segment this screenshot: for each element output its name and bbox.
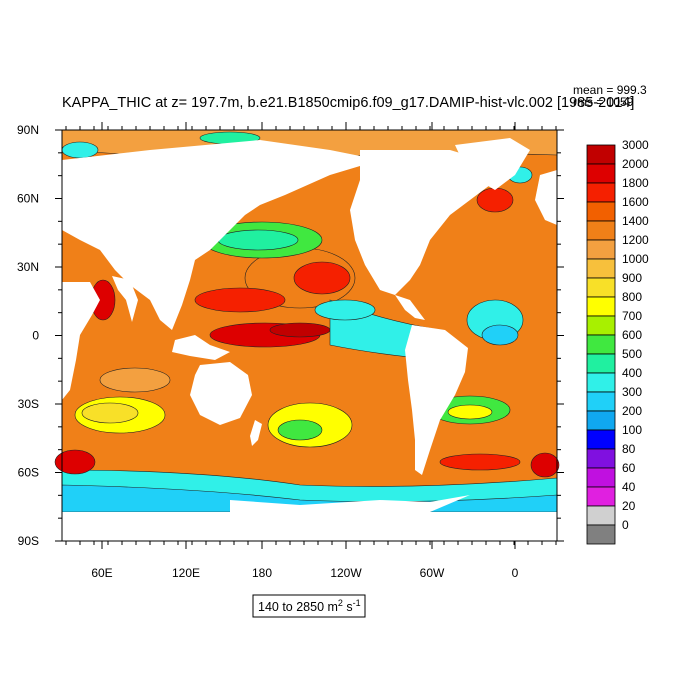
colorbar-label: 1800 xyxy=(622,176,649,190)
lat-tick-label: 90S xyxy=(18,534,39,548)
colorbar-label: 400 xyxy=(622,366,642,380)
range-label-prefix: 140 to 2850 m xyxy=(258,600,338,614)
latitude-axis: 90N 60N 30N 0 30S 60S 90S xyxy=(17,123,564,548)
colorbar-label: 600 xyxy=(622,328,642,342)
colorbar-box xyxy=(586,182,616,203)
lat-tick-label: 60S xyxy=(18,466,39,480)
contour-region xyxy=(81,402,139,424)
lat-tick-label: 90N xyxy=(17,123,39,137)
colorbar-box xyxy=(586,277,616,298)
lat-tick-label: 30N xyxy=(17,260,39,274)
land-antarctic-coast xyxy=(230,495,470,512)
lon-tick-label: 60E xyxy=(91,566,112,580)
colorbar-box xyxy=(586,315,616,336)
land-indonesia xyxy=(172,335,230,360)
colorbar-box xyxy=(586,467,616,488)
colorbar-box xyxy=(586,372,616,393)
contour-region xyxy=(314,299,376,321)
colorbar-box xyxy=(586,163,616,184)
lon-tick-label: 60W xyxy=(420,566,445,580)
colorbar-box xyxy=(586,144,616,165)
colorbar-label: 20 xyxy=(622,499,636,513)
colorbar-label: 0 xyxy=(622,518,629,532)
colorbar-label: 300 xyxy=(622,385,642,399)
land-antarctica xyxy=(62,512,557,541)
range-label-box xyxy=(252,594,366,618)
colorbar-label: 80 xyxy=(622,442,636,456)
contour-region xyxy=(530,452,560,478)
land-new-zealand xyxy=(250,420,262,446)
colorbar-label: 40 xyxy=(622,480,636,494)
land-europe xyxy=(535,170,557,225)
stat-rms: rms = 1059 xyxy=(573,95,634,109)
range-label-sup: 2 xyxy=(338,598,343,608)
colorbar-label: 1200 xyxy=(622,233,649,247)
colorbar-label: 800 xyxy=(622,290,642,304)
contour-region xyxy=(217,229,299,251)
contour-region xyxy=(269,322,331,338)
colorbar-box xyxy=(586,296,616,317)
land-north-america xyxy=(350,150,500,295)
colorbar-label: 1000 xyxy=(622,252,649,266)
lon-tick-label: 0 xyxy=(512,566,519,580)
colorbar-box xyxy=(586,239,616,260)
land-masses xyxy=(62,138,557,541)
plot-title: KAPPA_THIC at z= 197.7m, b.e21.B1850cmip… xyxy=(62,95,634,111)
contour-region xyxy=(99,367,171,393)
colorbar-box xyxy=(586,334,616,355)
colorbar: 3000200018001600140012001000900800700600… xyxy=(586,138,649,545)
land-south-america xyxy=(405,325,468,475)
colorbar-box xyxy=(586,353,616,374)
map-panel xyxy=(54,129,560,542)
colorbar-box xyxy=(586,201,616,222)
lat-tick-label: 30S xyxy=(18,397,39,411)
land-central-america xyxy=(395,295,425,320)
colorbar-box xyxy=(586,486,616,507)
colorbar-label: 1400 xyxy=(622,214,649,228)
contour-region xyxy=(439,453,521,471)
range-label: 140 to 2850 m2 s-1 xyxy=(252,594,366,618)
colorbar-label: 200 xyxy=(622,404,642,418)
contour-region xyxy=(481,324,519,346)
colorbar-label: 700 xyxy=(622,309,642,323)
lon-tick-label: 120E xyxy=(172,566,200,580)
range-label-text: 140 to 2850 m2 s-1 xyxy=(258,598,361,614)
contour-region xyxy=(447,404,493,420)
colorbar-label: 900 xyxy=(622,271,642,285)
longitude-axis: 60E 120E 180 120W 60W 0 xyxy=(65,122,557,580)
colorbar-box xyxy=(586,410,616,431)
colorbar-box xyxy=(586,391,616,412)
range-label-sup2: -1 xyxy=(353,598,361,608)
range-label-mid: s xyxy=(343,600,353,614)
lat-tick-label: 0 xyxy=(32,329,39,343)
land-greenland xyxy=(455,138,530,190)
contour-region xyxy=(54,449,96,475)
colorbar-label: 3000 xyxy=(622,138,649,152)
lat-tick-label: 60N xyxy=(17,192,39,206)
colorbar-box xyxy=(586,258,616,279)
contour-region xyxy=(194,287,286,313)
land-australia xyxy=(190,362,252,425)
contour-region xyxy=(277,419,323,441)
contour-region xyxy=(293,261,351,295)
colorbar-label: 1600 xyxy=(622,195,649,209)
contour-region xyxy=(476,187,514,213)
stat-mean: mean = 999.3 xyxy=(573,83,647,97)
colorbar-label: 60 xyxy=(622,461,636,475)
land-eurasia xyxy=(62,140,380,330)
colorbar-label: 100 xyxy=(622,423,642,437)
colorbar-box xyxy=(586,220,616,241)
colorbar-box xyxy=(586,448,616,469)
colorbar-label: 500 xyxy=(622,347,642,361)
land-india xyxy=(112,276,138,322)
colorbar-label: 2000 xyxy=(622,157,649,171)
lon-tick-label: 180 xyxy=(252,566,272,580)
colorbar-box xyxy=(586,429,616,450)
contour-region xyxy=(61,141,99,159)
land-africa xyxy=(62,282,100,400)
colorbar-box xyxy=(586,524,616,545)
lon-tick-label: 120W xyxy=(330,566,362,580)
colorbar-box xyxy=(586,505,616,526)
